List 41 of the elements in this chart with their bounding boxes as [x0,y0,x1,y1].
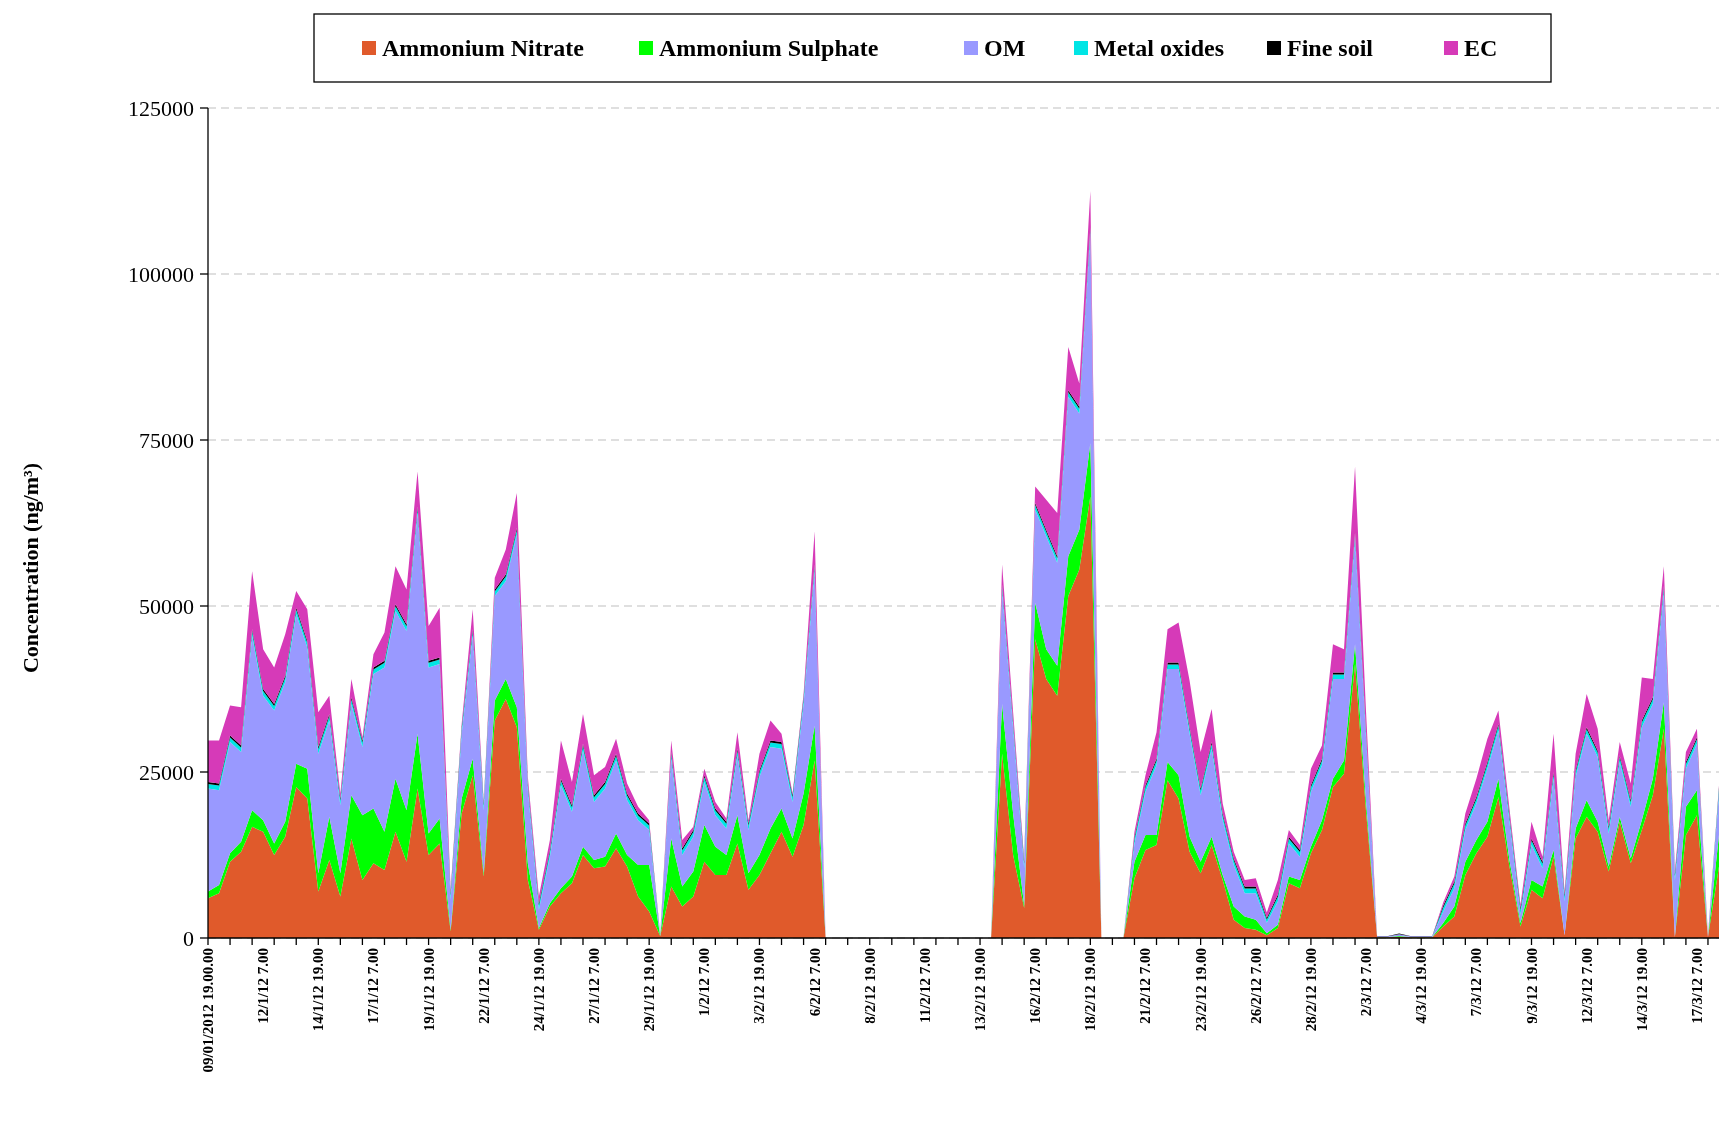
x-tick-label: 14/1/12 19.00 [310,948,327,1032]
x-tick-label: 22/1/12 7.00 [475,948,492,1024]
legend-label: Ammonium Nitrate [382,35,585,62]
x-tick-label: 13/2/12 19.00 [972,948,989,1032]
y-tick-label: 25000 [139,759,194,785]
x-tick-label: 2/3/12 7.00 [1358,948,1375,1017]
x-tick-label: 18/2/12 19.00 [1082,948,1099,1032]
x-tick-label: 27/1/12 7.00 [586,948,603,1024]
y-tick-label: 125000 [128,95,194,121]
x-tick-label: 14/3/12 19.00 [1633,948,1650,1032]
x-tick-label: 28/2/12 19.00 [1302,948,1319,1032]
x-tick-label: 17/3/12 7.00 [1688,948,1705,1024]
x-tick-label: 3/2/12 19.00 [751,948,768,1024]
x-tick-label: 16/2/12 7.00 [1027,948,1044,1024]
x-tick-label: 7/3/12 7.00 [1468,948,1485,1017]
x-tick-label: 19/1/12 19.00 [420,948,437,1032]
y-tick-label: 50000 [139,593,194,619]
x-tick-label: 11/2/12 7.00 [916,948,933,1024]
x-tick-label: 21/2/12 7.00 [1137,948,1154,1024]
legend-label: Ammonium Sulphate [659,35,879,62]
x-tick-label: 29/1/12 19.00 [641,948,658,1032]
y-tick-label: 75000 [139,427,194,453]
legend-label: Fine soil [1287,35,1374,62]
x-tick-label: 4/3/12 19.00 [1413,948,1430,1024]
y-tick-label: 100000 [128,261,194,287]
x-tick-label: 24/1/12 19.00 [530,948,547,1032]
x-tick-label: 12/3/12 7.00 [1578,948,1595,1024]
x-tick-label: 17/1/12 7.00 [365,948,382,1024]
legend-label: Metal oxides [1094,35,1224,62]
y-tick-label: 0 [183,925,194,951]
x-tick-label: 23/2/12 19.00 [1192,948,1209,1032]
legend-label: OM [984,35,1026,62]
x-tick-label: 6/2/12 7.00 [806,948,823,1017]
legend-label: EC [1464,35,1498,62]
y-axis-title: Concentration (ng/m³) [18,462,43,674]
x-tick-label: 26/2/12 7.00 [1247,948,1264,1024]
x-tick-label: 8/2/12 19.00 [861,948,878,1024]
x-tick-label: 1/2/12 7.00 [696,948,713,1017]
x-tick-label: 9/3/12 19.00 [1523,948,1540,1024]
x-tick-label: 09/01/2012 19.00.00 [200,948,216,1073]
x-tick-label: 12/1/12 7.00 [255,948,272,1024]
